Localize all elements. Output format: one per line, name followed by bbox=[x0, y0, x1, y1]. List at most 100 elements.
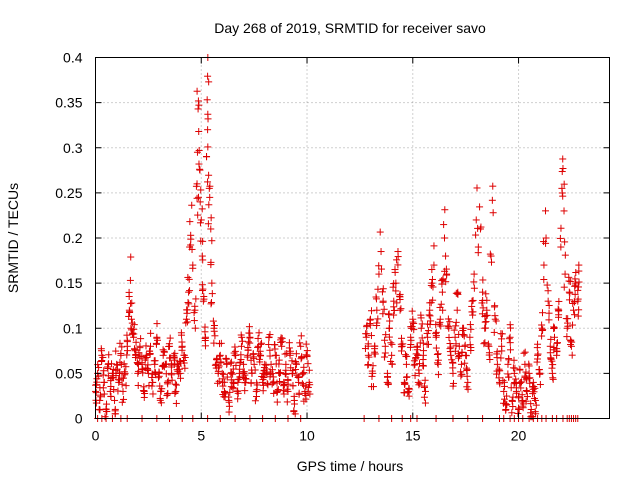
data-point bbox=[186, 287, 194, 295]
data-point bbox=[282, 360, 290, 368]
data-point bbox=[374, 315, 382, 323]
data-point bbox=[134, 381, 142, 389]
data-point bbox=[433, 351, 441, 359]
data-point bbox=[229, 370, 237, 378]
data-point bbox=[240, 368, 248, 376]
data-point bbox=[403, 373, 411, 381]
data-point bbox=[506, 346, 514, 354]
data-point bbox=[219, 382, 227, 390]
data-point bbox=[223, 373, 231, 381]
data-point bbox=[479, 288, 487, 296]
data-point bbox=[231, 343, 239, 351]
data-point bbox=[544, 287, 552, 295]
data-point bbox=[390, 303, 398, 311]
data-point bbox=[553, 348, 561, 356]
data-point bbox=[98, 356, 106, 364]
data-point bbox=[574, 283, 582, 291]
data-point bbox=[207, 214, 215, 222]
data-point bbox=[429, 283, 437, 291]
data-point bbox=[204, 115, 212, 123]
data-point bbox=[123, 338, 131, 346]
data-point bbox=[574, 286, 582, 294]
data-point bbox=[428, 266, 436, 274]
data-point bbox=[99, 353, 107, 361]
x-tick-label: 10 bbox=[299, 428, 315, 444]
data-point bbox=[563, 333, 571, 341]
points-layer bbox=[92, 53, 583, 422]
data-point bbox=[96, 396, 104, 404]
data-point bbox=[164, 377, 172, 385]
data-point bbox=[246, 329, 254, 337]
data-point bbox=[180, 351, 188, 359]
data-point bbox=[548, 357, 556, 365]
data-point bbox=[270, 389, 278, 397]
data-point bbox=[404, 389, 412, 397]
data-point bbox=[401, 351, 409, 359]
data-point bbox=[208, 237, 216, 245]
data-point bbox=[100, 390, 108, 398]
data-point bbox=[502, 401, 510, 409]
data-point bbox=[171, 349, 179, 357]
data-point bbox=[120, 374, 128, 382]
data-point bbox=[402, 360, 410, 368]
data-point bbox=[270, 341, 278, 349]
data-point bbox=[207, 225, 215, 233]
y-tick-label: 0.15 bbox=[55, 275, 82, 291]
data-point bbox=[257, 352, 265, 360]
data-point bbox=[441, 234, 449, 242]
data-point bbox=[207, 300, 215, 308]
data-point bbox=[470, 284, 478, 292]
data-point bbox=[430, 242, 438, 250]
data-point bbox=[186, 218, 194, 226]
data-point bbox=[446, 318, 454, 326]
data-point bbox=[236, 365, 244, 373]
data-point bbox=[137, 335, 145, 343]
data-point bbox=[382, 331, 390, 339]
data-point bbox=[481, 318, 489, 326]
data-point bbox=[547, 354, 555, 362]
data-point bbox=[445, 333, 453, 341]
data-point bbox=[484, 340, 492, 348]
data-point bbox=[505, 335, 513, 343]
x-tick-label: 15 bbox=[405, 428, 421, 444]
data-point bbox=[368, 383, 376, 391]
data-point bbox=[291, 358, 299, 366]
data-point bbox=[290, 400, 298, 408]
x-tick-label: 20 bbox=[511, 428, 527, 444]
data-point bbox=[172, 381, 180, 389]
data-point bbox=[506, 339, 514, 347]
data-point bbox=[442, 265, 450, 273]
data-point bbox=[270, 378, 278, 386]
data-point bbox=[427, 282, 435, 290]
data-point bbox=[497, 354, 505, 362]
data-point bbox=[572, 268, 580, 276]
data-point bbox=[533, 358, 541, 366]
data-point bbox=[380, 305, 388, 313]
data-point bbox=[544, 297, 552, 305]
data-point bbox=[259, 381, 267, 389]
data-point bbox=[189, 264, 197, 272]
data-point bbox=[379, 285, 387, 293]
data-point bbox=[393, 256, 401, 264]
data-point bbox=[425, 311, 433, 319]
data-point bbox=[103, 400, 111, 408]
data-point bbox=[365, 353, 373, 361]
data-point bbox=[192, 182, 200, 190]
data-point bbox=[502, 400, 510, 408]
data-point bbox=[119, 387, 127, 395]
data-point bbox=[168, 376, 176, 384]
data-point bbox=[505, 373, 513, 381]
data-point bbox=[545, 316, 553, 324]
data-point bbox=[101, 413, 109, 421]
data-point bbox=[227, 359, 235, 367]
data-point bbox=[282, 366, 290, 374]
data-point bbox=[477, 223, 485, 231]
data-point bbox=[417, 324, 425, 332]
y-tick-label: 0.4 bbox=[63, 50, 83, 66]
data-point bbox=[116, 358, 124, 366]
data-point bbox=[244, 338, 252, 346]
data-point bbox=[387, 339, 395, 347]
data-point bbox=[419, 339, 427, 347]
data-point bbox=[533, 344, 541, 352]
